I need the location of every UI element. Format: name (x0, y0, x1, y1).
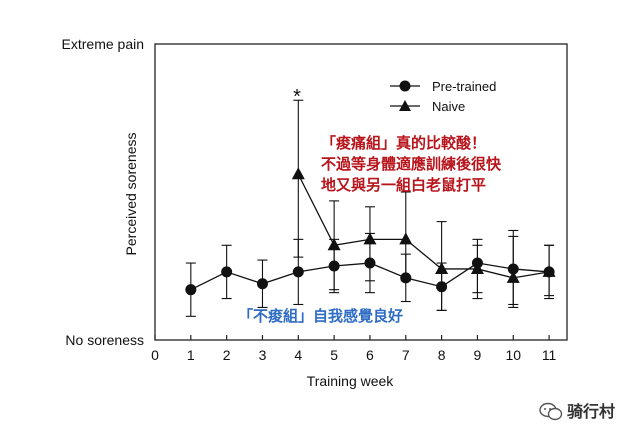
point-naive (327, 238, 341, 251)
legend: Pre-trained Naive (390, 79, 496, 114)
x-tick-label: 2 (223, 347, 231, 363)
wechat-icon (539, 402, 563, 421)
x-tick-label: 1 (187, 347, 195, 363)
point-naive (399, 232, 413, 245)
x-axis-ticks: 0 1 2 3 4 5 6 7 8 9 10 11 (151, 335, 557, 363)
legend-marker-naive (399, 100, 411, 111)
point-naive (291, 167, 305, 180)
point-naive (470, 261, 484, 274)
point-naive (435, 261, 449, 274)
point-pre-trained (221, 266, 233, 278)
point-pre-trained (292, 266, 304, 278)
x-axis-label: Training week (307, 373, 395, 389)
significance-star: * (293, 86, 301, 108)
watermark-text: 骑行村 (567, 402, 615, 421)
legend-label-naive: Naive (432, 99, 465, 114)
legend-label-pre-trained: Pre-trained (432, 79, 496, 94)
legend-marker-pre-trained (399, 80, 411, 92)
y-tick-label-top: Extreme pain (62, 36, 144, 52)
red-note-line-2: 不過等身體適應訓練後很快 (321, 155, 502, 173)
point-pre-trained (185, 284, 197, 296)
watermark: 骑行村 (539, 402, 615, 421)
y-tick-label-bottom: No soreness (65, 332, 144, 348)
red-annotation: 「痠痛組」真的比較酸！ 不過等身體適應訓練後很快 地又與另一組白老鼠打平 (321, 134, 502, 194)
x-tick-label: 9 (474, 347, 482, 363)
series-layer (185, 99, 556, 317)
x-tick-label: 4 (294, 347, 302, 363)
x-tick-label: 11 (542, 347, 557, 363)
point-naive (506, 270, 520, 283)
x-tick-label: 10 (505, 347, 521, 363)
x-tick-label: 6 (366, 347, 374, 363)
x-tick-label: 0 (151, 347, 159, 363)
red-note-line-3: 地又與另一組白老鼠打平 (321, 176, 486, 194)
red-note-line-1: 「痠痛組」真的比較酸！ (321, 134, 486, 152)
series-naive (291, 99, 556, 311)
point-naive (363, 232, 377, 245)
x-tick-label: 5 (330, 347, 338, 363)
x-tick-label: 8 (438, 347, 446, 363)
plot-frame (154, 43, 568, 341)
x-tick-label: 3 (259, 347, 267, 363)
point-pre-trained (256, 278, 268, 290)
y-axis-label: Perceived soreness (123, 133, 139, 256)
blue-annotation: 「不痠組」自我感覺良好 (238, 307, 403, 325)
point-naive (542, 264, 556, 277)
series-line-naive (297, 173, 550, 279)
x-tick-label: 7 (402, 347, 410, 363)
